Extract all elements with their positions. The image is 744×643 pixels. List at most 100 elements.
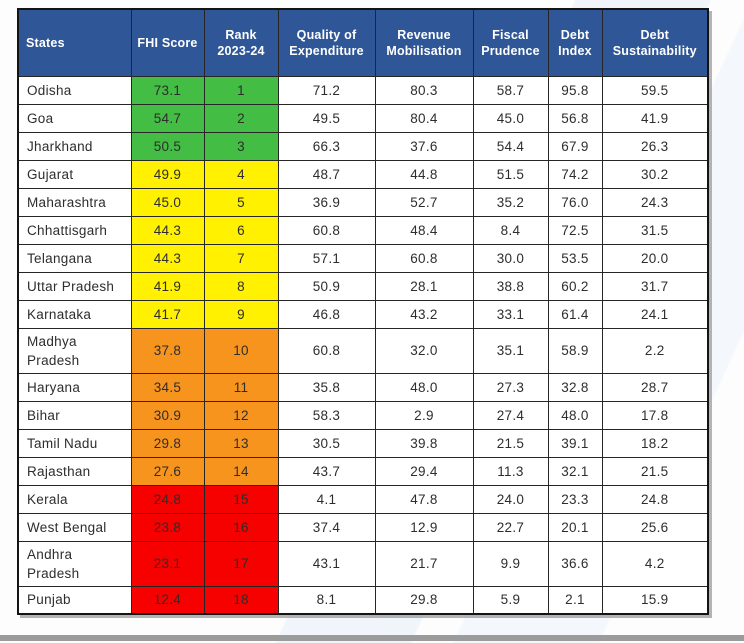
- header-row: States FHI Score Rank 2023-24 Quality of Ex…: [17, 8, 709, 77]
- cell-ds: 4.2: [601, 540, 709, 587]
- cell-qoe: 30.5: [277, 428, 376, 458]
- cell-qoe: 48.7: [277, 159, 376, 189]
- cell-rm: 29.8: [374, 585, 474, 615]
- cell-state: Jharkhand: [17, 131, 132, 161]
- cell-fp: 58.7: [472, 75, 549, 105]
- cell-fhi: 41.7: [130, 299, 205, 329]
- table-row: West Bengal 23.8 16 37.4 12.9 22.7 20.1 25.6: [17, 512, 709, 542]
- cell-fhi: 44.3: [130, 243, 205, 273]
- cell-ds: 41.9: [601, 103, 709, 133]
- cell-ds: 24.1: [601, 299, 709, 329]
- cell-fhi: 29.8: [130, 428, 205, 458]
- cell-rm: 80.3: [374, 75, 474, 105]
- cell-ds: 24.3: [601, 187, 709, 217]
- cell-state: Telangana: [17, 243, 132, 273]
- fhi-table-header: States FHI Score Rank 2023-24 Quality of Ex…: [17, 8, 709, 77]
- cell-di: 72.5: [547, 215, 603, 245]
- cell-di: 23.3: [547, 484, 603, 514]
- cell-state: Haryana: [17, 372, 132, 402]
- cell-rm: 80.4: [374, 103, 474, 133]
- table-row: Haryana 34.5 11 35.8 48.0 27.3 32.8 28.7: [17, 372, 709, 402]
- cell-qoe: 35.8: [277, 372, 376, 402]
- table-row: Tamil Nadu 29.8 13 30.5 39.8 21.5 39.1 18.2: [17, 428, 709, 458]
- cell-fhi: 50.5: [130, 131, 205, 161]
- cell-ds: 28.7: [601, 372, 709, 402]
- cell-rank: 10: [203, 327, 279, 374]
- cell-rm: 21.7: [374, 540, 474, 587]
- cell-qoe: 37.4: [277, 512, 376, 542]
- cell-fp: 21.5: [472, 428, 549, 458]
- cell-qoe: 46.8: [277, 299, 376, 329]
- cell-qoe: 57.1: [277, 243, 376, 273]
- cell-ds: 15.9: [601, 585, 709, 615]
- cell-rank: 2: [203, 103, 279, 133]
- cell-di: 20.1: [547, 512, 603, 542]
- cell-ds: 20.0: [601, 243, 709, 273]
- cell-fhi: 73.1: [130, 75, 205, 105]
- cell-rm: 52.7: [374, 187, 474, 217]
- table-row: Rajasthan 27.6 14 43.7 29.4 11.3 32.1 21.5: [17, 456, 709, 486]
- cell-fp: 11.3: [472, 456, 549, 486]
- cell-state: Bihar: [17, 400, 132, 430]
- cell-state: Chhattisgarh: [17, 215, 132, 245]
- cell-fp: 35.2: [472, 187, 549, 217]
- cell-di: 48.0: [547, 400, 603, 430]
- cell-rm: 43.2: [374, 299, 474, 329]
- cell-ds: 59.5: [601, 75, 709, 105]
- cell-rank: 15: [203, 484, 279, 514]
- cell-fhi: 23.8: [130, 512, 205, 542]
- cell-ds: 18.2: [601, 428, 709, 458]
- cell-state: Goa: [17, 103, 132, 133]
- cell-rank: 13: [203, 428, 279, 458]
- cell-state: Andhra Pradesh: [17, 540, 132, 587]
- cell-qoe: 50.9: [277, 271, 376, 301]
- cell-di: 2.1: [547, 585, 603, 615]
- cell-rm: 37.6: [374, 131, 474, 161]
- cell-ds: 31.5: [601, 215, 709, 245]
- cell-fhi: 30.9: [130, 400, 205, 430]
- cell-qoe: 60.8: [277, 215, 376, 245]
- cell-qoe: 66.3: [277, 131, 376, 161]
- cell-fp: 27.3: [472, 372, 549, 402]
- cell-di: 39.1: [547, 428, 603, 458]
- table-row: Punjab 12.4 18 8.1 29.8 5.9 2.1 15.9: [17, 585, 709, 615]
- cell-fhi: 54.7: [130, 103, 205, 133]
- cell-rm: 2.9: [374, 400, 474, 430]
- cell-di: 58.9: [547, 327, 603, 374]
- cell-qoe: 36.9: [277, 187, 376, 217]
- cell-state: Odisha: [17, 75, 132, 105]
- cell-state: Maharashtra: [17, 187, 132, 217]
- cell-rm: 29.4: [374, 456, 474, 486]
- cell-rm: 12.9: [374, 512, 474, 542]
- cell-di: 36.6: [547, 540, 603, 587]
- cell-fhi: 23.1: [130, 540, 205, 587]
- cell-ds: 31.7: [601, 271, 709, 301]
- table-row: Kerala 24.8 15 4.1 47.8 24.0 23.3 24.8: [17, 484, 709, 514]
- cell-rm: 60.8: [374, 243, 474, 273]
- cell-qoe: 43.1: [277, 540, 376, 587]
- table-row: Karnataka 41.7 9 46.8 43.2 33.1 61.4 24.1: [17, 299, 709, 329]
- cell-rm: 48.4: [374, 215, 474, 245]
- cell-rank: 12: [203, 400, 279, 430]
- cell-di: 74.2: [547, 159, 603, 189]
- cell-rank: 4: [203, 159, 279, 189]
- cell-rank: 6: [203, 215, 279, 245]
- cell-rank: 3: [203, 131, 279, 161]
- cell-state: Rajasthan: [17, 456, 132, 486]
- table-row: Gujarat 49.9 4 48.7 44.8 51.5 74.2 30.2: [17, 159, 709, 189]
- cell-state: Punjab: [17, 585, 132, 615]
- cell-di: 95.8: [547, 75, 603, 105]
- cell-di: 67.9: [547, 131, 603, 161]
- cell-rm: 47.8: [374, 484, 474, 514]
- cell-rank: 9: [203, 299, 279, 329]
- cell-qoe: 60.8: [277, 327, 376, 374]
- cell-di: 56.8: [547, 103, 603, 133]
- cell-fhi: 45.0: [130, 187, 205, 217]
- cell-ds: 25.6: [601, 512, 709, 542]
- cell-fhi: 27.6: [130, 456, 205, 486]
- cell-rm: 44.8: [374, 159, 474, 189]
- cell-di: 60.2: [547, 271, 603, 301]
- cell-ds: 24.8: [601, 484, 709, 514]
- column-header-fp: Fiscal Prudence: [472, 8, 549, 77]
- cell-fhi: 44.3: [130, 215, 205, 245]
